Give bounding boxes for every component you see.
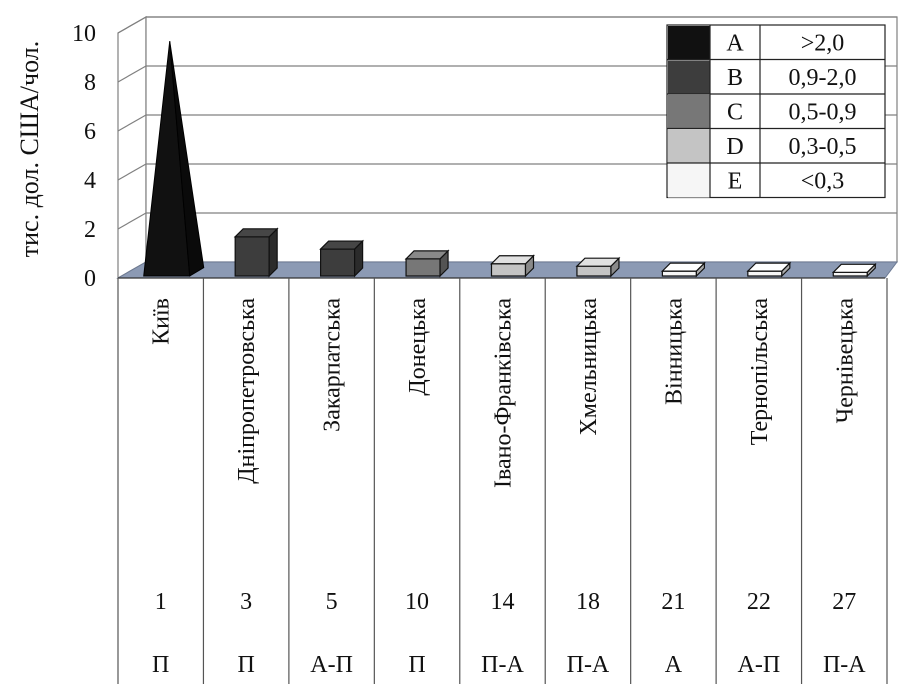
- category-label: Чернівецька: [832, 298, 858, 424]
- rank-label: 10: [405, 589, 429, 615]
- legend-swatch: [668, 95, 710, 129]
- legend-code: C: [727, 99, 743, 125]
- category-label: Дніпропетровська: [234, 298, 260, 484]
- y-axis-ticks: 0 2 4 6 8 10: [72, 21, 96, 292]
- legend-range: <0,3: [801, 168, 845, 194]
- legend: A >2,0 B 0,9-2,0 C 0,5-0,9 D 0,3-0,5 E <0,3: [666, 24, 886, 199]
- gridline-side: [117, 16, 147, 34]
- category-label: Закарпатська: [320, 298, 346, 432]
- bar: [404, 249, 450, 278]
- type-label: П-А: [823, 652, 866, 678]
- type-label: П: [408, 652, 425, 678]
- bar: [660, 261, 706, 278]
- category-label: Вінницька: [661, 298, 687, 405]
- legend-range: 0,9-2,0: [789, 65, 857, 91]
- bar-top: [404, 250, 450, 260]
- bar: [143, 41, 205, 277]
- category-label: Київ: [149, 298, 175, 345]
- y-tick-label: 0: [84, 266, 96, 292]
- legend-range: >2,0: [801, 30, 845, 56]
- rank-label: 3: [240, 589, 252, 615]
- legend-range: 0,5-0,9: [789, 99, 857, 125]
- bar-face: [405, 258, 441, 277]
- category-label: Донецька: [405, 298, 431, 396]
- bar-face: [661, 270, 697, 277]
- gridline-side: [117, 212, 147, 230]
- bar: [831, 262, 877, 278]
- bar-top: [746, 262, 792, 272]
- bar: [490, 254, 535, 278]
- y-tick-label: 2: [84, 217, 96, 243]
- type-label: П-А: [567, 652, 610, 678]
- gridline-side: [117, 163, 147, 181]
- legend-code: A: [726, 30, 744, 56]
- category-table: Київ 1 П Дніпропетровська 3 П Закарпатська 5 А-П…: [117, 278, 888, 684]
- rank-label: 1: [155, 589, 167, 615]
- legend-swatch: [668, 164, 710, 198]
- y-tick-label: 4: [84, 168, 96, 194]
- rank-label: 5: [326, 589, 338, 615]
- rank-label: 14: [491, 589, 515, 615]
- y-tick-label: 8: [84, 70, 96, 96]
- bar: [746, 261, 792, 278]
- y-tick-label: 10: [72, 21, 96, 47]
- y-axis-label: тис. дол. США/чол.: [15, 41, 44, 257]
- type-label: П: [152, 652, 169, 678]
- y-tick-label: 6: [84, 119, 96, 145]
- bar-face: [234, 236, 270, 277]
- bar-face: [320, 248, 356, 277]
- type-label: П: [237, 652, 254, 678]
- rank-label: 27: [832, 589, 856, 615]
- category-label: Івано-Франківська: [491, 298, 517, 488]
- bar: [233, 227, 279, 278]
- legend-code: B: [727, 65, 743, 91]
- rank-label: 21: [661, 589, 685, 615]
- type-label: А-П: [738, 652, 781, 678]
- bar-top: [319, 240, 365, 250]
- side-wall: [117, 15, 147, 280]
- bar-face: [747, 270, 783, 277]
- bar-face: [576, 265, 612, 277]
- bar-top: [490, 255, 535, 265]
- bars: [143, 41, 877, 278]
- legend-swatch: [668, 129, 710, 163]
- bar-side: [169, 41, 205, 277]
- legend-swatch: [668, 26, 710, 60]
- type-label: А-П: [310, 652, 353, 678]
- legend-swatch: [668, 60, 710, 94]
- bar-top: [233, 228, 279, 238]
- category-label: Хмельницька: [576, 298, 602, 436]
- bar-top: [575, 257, 621, 267]
- bar-top: [660, 262, 706, 272]
- gridline-side: [117, 65, 147, 83]
- legend-range: 0,3-0,5: [789, 134, 857, 160]
- type-label: П-А: [481, 652, 524, 678]
- bar: [319, 239, 365, 278]
- bar-top: [831, 263, 877, 273]
- rank-label: 22: [747, 589, 771, 615]
- legend-code: E: [728, 168, 743, 194]
- bar: [575, 256, 621, 278]
- legend-code: D: [726, 134, 743, 160]
- type-label: А: [665, 652, 683, 678]
- gridline-side: [117, 114, 147, 132]
- bar-face: [490, 263, 527, 277]
- rank-label: 18: [576, 589, 600, 615]
- category-label: Тернопільська: [747, 298, 773, 446]
